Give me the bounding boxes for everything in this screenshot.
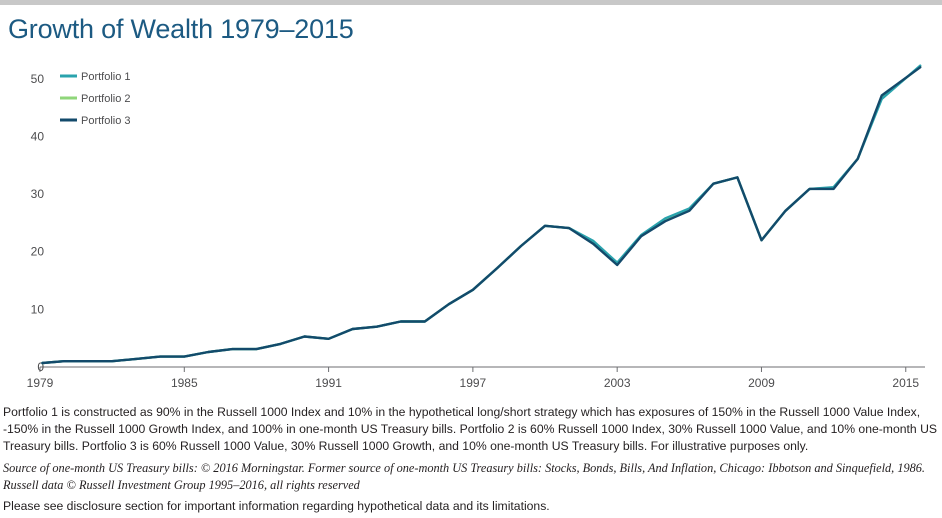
x-tick-label: 2003 <box>604 376 631 390</box>
chart-title: Growth of Wealth 1979–2015 <box>8 14 354 44</box>
x-tick-label: 2009 <box>748 376 775 390</box>
disclosure-note: Please see disclosure section for import… <box>3 499 550 513</box>
series-line-portfolio-2 <box>41 65 922 365</box>
y-tick-label: 0 <box>37 360 44 374</box>
y-tick-label: 20 <box>31 245 45 259</box>
x-tick-label: 2015 <box>892 376 919 390</box>
y-tick-label: 50 <box>31 72 45 86</box>
y-tick-label: 40 <box>31 129 45 143</box>
series-line-portfolio-1 <box>41 64 922 365</box>
x-tick-label: 1979 <box>27 376 54 390</box>
line-chart: 1979 1985 1991 1997 2003 2009 2015 0 10 20 30 40 50 P… <box>27 64 925 390</box>
x-tick-label: 1991 <box>315 376 342 390</box>
legend-label: Portfolio 2 <box>81 93 131 105</box>
legend-label: Portfolio 3 <box>81 115 131 127</box>
source-note: Source of one-month US Treasury bills: ©… <box>3 461 925 492</box>
portfolio-description-note: Portfolio 1 is constructed as 90% in the… <box>3 405 937 453</box>
legend-label: Portfolio 1 <box>81 71 131 83</box>
series-line-portfolio-3 <box>41 66 922 365</box>
x-tick-label: 1985 <box>171 376 198 390</box>
x-tick-label: 1997 <box>460 376 487 390</box>
y-tick-label: 30 <box>31 187 45 201</box>
top-rule <box>0 0 942 5</box>
y-tick-label: 10 <box>31 302 45 316</box>
